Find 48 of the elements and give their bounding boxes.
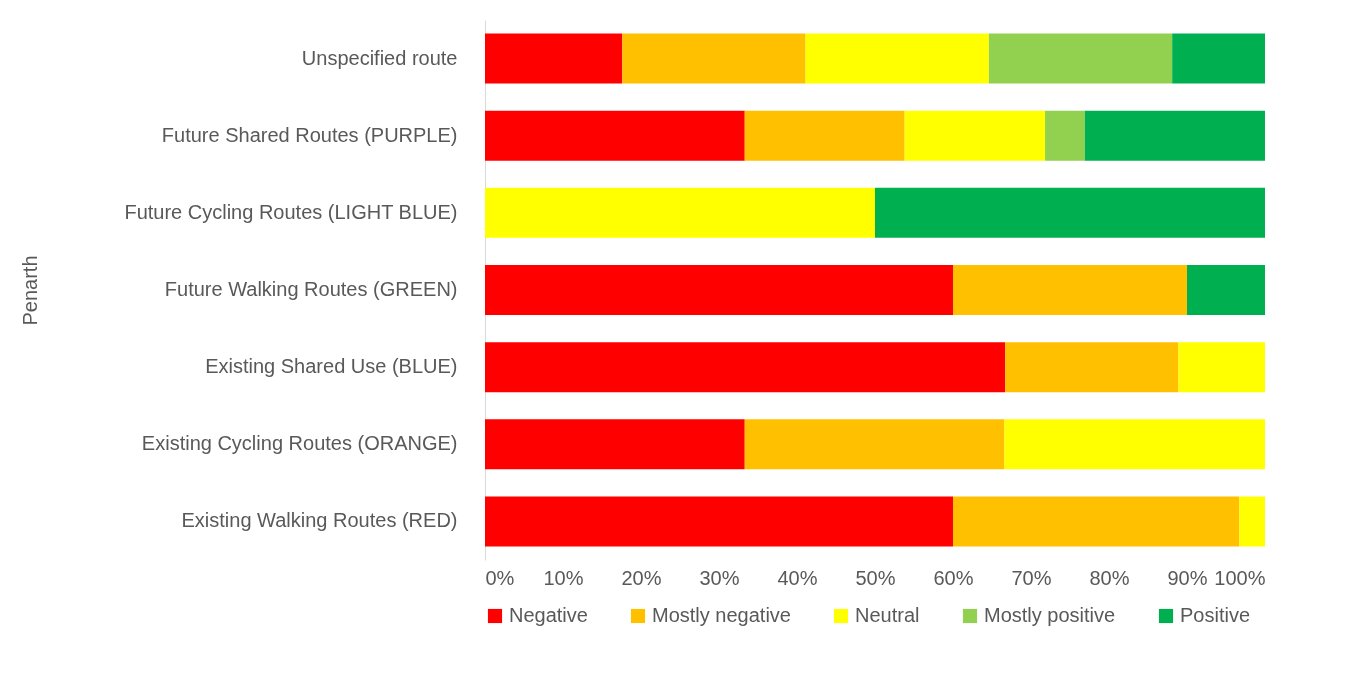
x-tick-label: 70% [1011,566,1052,589]
x-tick-label: 50% [855,566,896,589]
legend-label: Mostly positive [984,604,1116,626]
bar [744,110,905,161]
x-tick-label: 80% [1089,566,1130,589]
bar [1178,342,1265,393]
bar [485,187,875,238]
bar [1172,33,1265,84]
bar [1045,110,1085,161]
x-tick-label: 60% [933,566,974,589]
legend-label: Positive [1180,604,1251,626]
x-tick-label: 30% [699,566,740,589]
legend-label: Mostly negative [652,604,791,626]
bar [485,419,745,470]
y-tick-label: Existing Cycling Routes (ORANGE) [141,432,458,455]
bar [485,496,953,547]
bar [1084,110,1265,161]
bar [1239,496,1265,547]
bar [1004,419,1265,470]
bar [622,33,806,84]
bar [805,33,989,84]
bar [485,265,953,315]
bar [485,110,745,161]
y-tick-label: Future Shared Routes (PURPLE) [161,123,458,146]
bar [875,187,1265,238]
y-tick-label: Future Cycling Routes (LIGHT BLUE) [124,200,458,223]
x-tick-label: 90% [1167,566,1208,589]
y-axis-title: Penarth [18,255,41,326]
bar [744,419,1005,470]
x-tick-label: 20% [621,566,662,589]
bar [953,265,1187,315]
y-tick-label: Unspecified route [301,46,458,69]
bar [1187,265,1265,315]
y-tick-label: Existing Shared Use (BLUE) [205,355,458,378]
legend-label: Negative [509,604,588,626]
bar [1005,342,1179,393]
x-tick-label: 100% [1214,566,1266,589]
bar [904,110,1046,161]
y-tick-label: Existing Walking Routes (RED) [181,509,458,532]
bar [485,342,1006,393]
bar [953,496,1240,547]
bar [988,33,1173,84]
x-tick-label: 0% [485,566,515,589]
bar [485,33,623,84]
legend-label: Neutral [855,604,920,626]
x-tick-label: 40% [777,566,818,589]
y-tick-label: Future Walking Routes (GREEN) [164,278,458,300]
x-tick-label: 10% [543,566,584,589]
